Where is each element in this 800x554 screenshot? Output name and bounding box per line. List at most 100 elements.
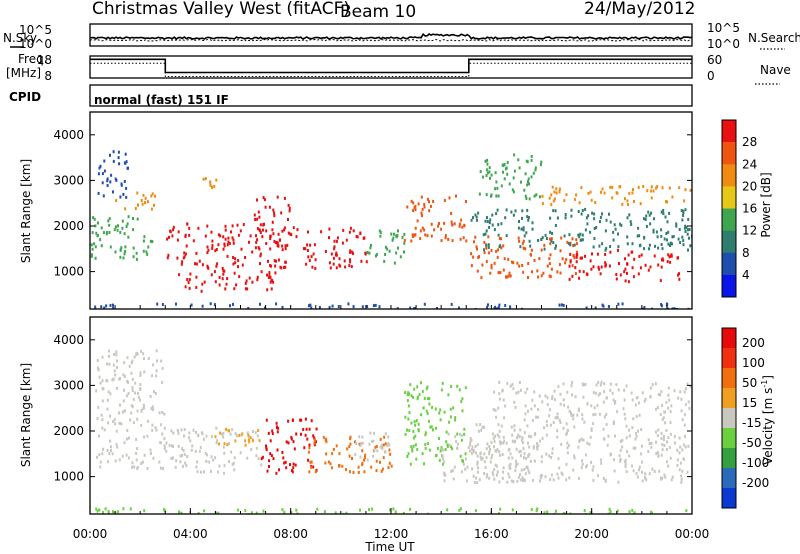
scatter-cell <box>412 396 414 399</box>
noise-right-tick-top: 10^5 <box>707 21 740 35</box>
scatter-cell <box>427 386 429 389</box>
scatter-cell <box>122 193 124 196</box>
scatter-cell <box>665 429 667 432</box>
scatter-cell <box>113 364 115 367</box>
scatter-cell <box>358 466 360 469</box>
scatter-cell <box>497 248 499 251</box>
scatter-cell <box>687 471 689 474</box>
scatter-cell <box>621 203 623 206</box>
scatter-cell <box>549 478 551 481</box>
velocity-colorbar-label-sup: -1 <box>760 380 769 388</box>
scatter-cell <box>231 428 233 431</box>
scatter-cell <box>573 426 575 429</box>
scatter-cell <box>132 378 134 381</box>
scatter-cell <box>653 217 655 220</box>
scatter-cell <box>500 222 502 225</box>
scatter-cell <box>431 235 433 238</box>
scatter-cell <box>107 399 109 402</box>
scatter-cell <box>98 453 100 456</box>
scatter-cell <box>257 434 259 437</box>
scatter-cell <box>225 238 227 241</box>
scatter-cell <box>194 262 196 265</box>
scatter-cell <box>118 151 120 154</box>
scatter-cell <box>186 222 188 225</box>
scatter-cell <box>122 220 124 223</box>
scatter-cell <box>254 218 256 221</box>
scatter-cell <box>574 266 576 269</box>
scatter-cell <box>460 455 462 458</box>
scatter-cell <box>456 433 458 436</box>
scatter-cell <box>631 251 633 254</box>
scatter-cell <box>272 209 274 212</box>
scatter-cell <box>143 235 145 238</box>
scatter-cell <box>134 382 136 385</box>
scatter-cell <box>566 463 568 466</box>
scatter-cell <box>139 374 141 377</box>
scatter-cell <box>628 280 630 283</box>
scatter-cell <box>591 252 593 255</box>
scatter-cell <box>135 207 137 210</box>
scatter-cell <box>443 460 445 463</box>
scatter-cell <box>550 193 552 196</box>
station-title: Christmas Valley West (fitACF) <box>92 0 350 19</box>
scatter-cell <box>579 270 581 273</box>
velocity-panel-frame <box>90 317 692 514</box>
scatter-cell <box>147 200 149 203</box>
noise-right-tick-bottom: 10^0 <box>707 37 740 51</box>
scatter-cell <box>412 209 414 212</box>
scatter-cell <box>201 290 203 293</box>
scatter-cell <box>211 247 213 250</box>
scatter-cell <box>475 509 477 512</box>
scatter-cell <box>359 509 361 512</box>
scatter-cell <box>112 190 114 193</box>
scatter-cell <box>333 263 335 266</box>
scatter-cell <box>483 248 485 251</box>
scatter-cell <box>613 422 615 425</box>
scatter-cell <box>507 258 509 261</box>
noise-strip-frame <box>90 24 692 46</box>
scatter-cell <box>355 442 357 445</box>
scatter-cell <box>118 378 120 381</box>
scatter-cell <box>424 303 426 306</box>
scatter-cell <box>453 477 455 480</box>
scatter-cell <box>114 422 116 425</box>
scatter-cell <box>494 187 496 190</box>
scatter-cell <box>642 480 644 483</box>
scatter-cell <box>184 453 186 456</box>
colorbar-swatch <box>722 388 736 408</box>
scatter-cell <box>590 404 592 407</box>
scatter-cell <box>531 249 533 252</box>
scatter-cell <box>533 445 535 448</box>
scatter-cell <box>553 190 555 193</box>
scatter-cell <box>277 430 279 433</box>
y-tick-label: 3000 <box>53 173 84 187</box>
scatter-cell <box>524 431 526 434</box>
scatter-cell <box>102 181 104 184</box>
scatter-cell <box>666 448 668 451</box>
scatter-cell <box>95 245 97 248</box>
scatter-cell <box>638 468 640 471</box>
scatter-cell <box>126 380 128 383</box>
scatter-cell <box>188 432 190 435</box>
scatter-cell <box>256 447 258 450</box>
scatter-cell <box>559 263 561 266</box>
scatter-cell <box>484 460 486 463</box>
scatter-cell <box>481 264 483 267</box>
scatter-cell <box>600 216 602 219</box>
scatter-cell <box>593 246 595 249</box>
scatter-cell <box>555 209 557 212</box>
scatter-cell <box>471 219 473 222</box>
scatter-cell <box>232 303 234 306</box>
scatter-cell <box>639 244 641 247</box>
scatter-cell <box>488 170 490 173</box>
scatter-cell <box>518 220 520 223</box>
scatter-cell <box>572 417 574 420</box>
scatter-cell <box>124 441 126 444</box>
scatter-cell <box>674 442 676 445</box>
scatter-cell <box>578 277 580 280</box>
scatter-cell <box>117 224 119 227</box>
scatter-cell <box>456 447 458 450</box>
scatter-cell <box>582 418 584 421</box>
scatter-cell <box>445 448 447 451</box>
scatter-cell <box>109 392 111 395</box>
